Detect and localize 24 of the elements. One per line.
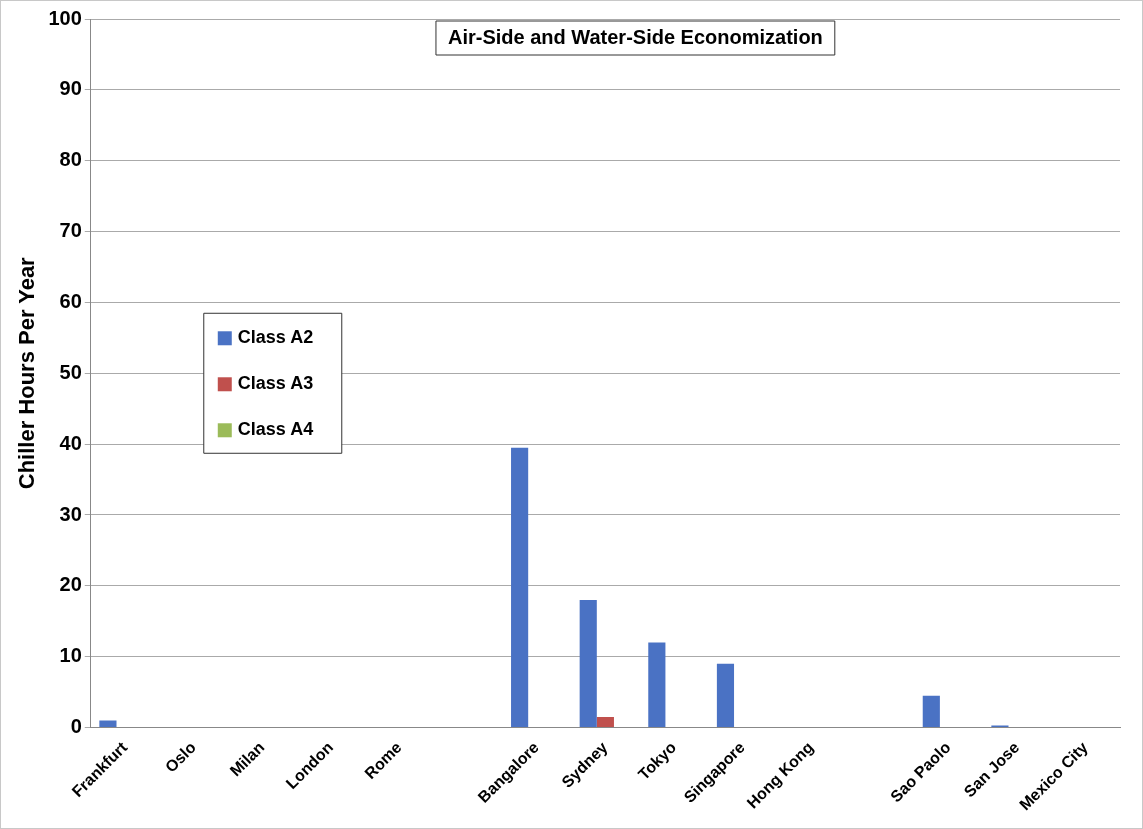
y-tick-label: 100 [48,6,82,29]
bar [648,642,666,728]
bar [596,716,614,728]
y-tick-label: 60 [59,289,82,312]
y-tick-label: 80 [59,148,82,171]
y-tick-label: 10 [59,644,82,667]
bar [716,663,735,728]
bar [99,720,117,728]
y-tick-label: 40 [59,431,82,454]
legend-label: Class A4 [237,419,314,440]
bar [511,447,529,728]
y-tick-label: 20 [59,573,82,596]
y-tick-label: 70 [59,219,82,242]
y-axis-title: Chiller Hours Per Year [14,256,40,490]
y-tick-label: 50 [59,360,82,383]
bar [579,600,597,728]
chart-title: Air-Side and Water-Side Economization [447,25,823,48]
bar [922,695,940,728]
legend-label: Class A3 [237,373,314,394]
y-tick-label: 30 [59,502,82,525]
x-tick-label: Oslo [161,738,200,776]
y-tick-label: 90 [59,77,82,100]
y-tick-label: 0 [70,715,82,738]
legend-label: Class A2 [237,327,314,348]
